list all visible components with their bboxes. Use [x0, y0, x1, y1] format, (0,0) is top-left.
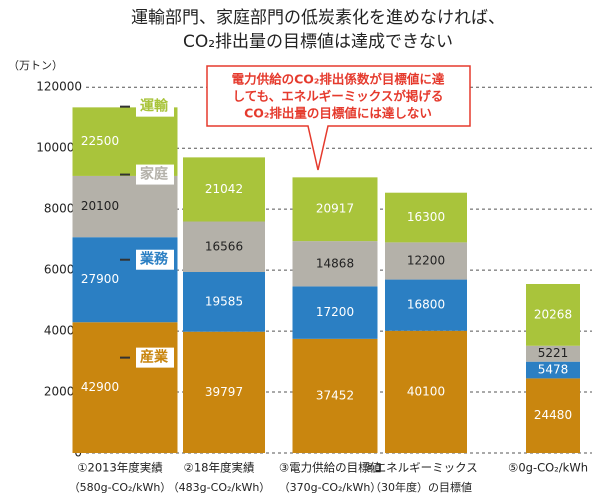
annotation-box [206, 65, 471, 171]
bar-segment [292, 241, 378, 287]
legend-label-bg [136, 249, 174, 270]
data-label: 22500 [81, 134, 119, 148]
data-label: 19585 [205, 294, 243, 308]
bars: 42900 27900 20100 22500 ①2013年度実績 （580g-CO₂/k… [69, 107, 588, 494]
data-label: 39797 [205, 385, 243, 399]
bar-segment [526, 361, 580, 379]
chart-title: CO₂排出量の目標値は達成できない [183, 32, 453, 52]
x-tick-note: （580g-CO₂/kWh） [69, 481, 172, 494]
data-label: 16300 [407, 210, 445, 224]
bar-segment [526, 345, 580, 362]
bar-segment [72, 175, 178, 238]
x-tick-label: ⑤0g-CO₂/kWh [508, 461, 588, 475]
annotation-text: しても、エネルギーミックスが掲げる [233, 89, 444, 104]
legend-label-bg [136, 164, 174, 185]
x-tick-label: ④エネルギーミックス [364, 461, 477, 475]
bar-segment [292, 177, 378, 242]
y-tick-label: 20000 [44, 385, 82, 399]
data-label: 5478 [538, 363, 569, 377]
x-tick-label: ②18年度実績 [184, 461, 255, 475]
bar-segment [292, 286, 378, 339]
data-label: 20268 [534, 307, 572, 321]
data-label: 42900 [81, 380, 119, 394]
legend-label: 業務 [139, 251, 169, 268]
data-label: 21042 [205, 182, 243, 196]
bar-segment [72, 107, 178, 176]
annotation-text: 電力供給のCO₂排出係数が目標値に達 [232, 72, 445, 87]
grid: 020000400006000080000100000120000 [36, 80, 592, 460]
bar-segment [526, 378, 580, 453]
data-label: 12200 [407, 253, 445, 267]
bar-segment [385, 279, 467, 331]
y-tick-label: 40000 [44, 324, 82, 338]
bar-segment [72, 322, 178, 453]
data-label: 40100 [407, 384, 445, 398]
data-label: 17200 [316, 305, 354, 319]
y-tick-label: 60000 [44, 263, 82, 277]
annotation: 電力供給のCO₂排出係数が目標値に達 しても、エネルギーミックスが掲げる CO₂… [206, 65, 471, 171]
x-tick-note: （483g-CO₂/kWh） [168, 481, 271, 494]
legend-label: 家庭 [140, 166, 169, 183]
legend-label: 産業 [140, 349, 169, 366]
x-tick-note: （370g-CO₂/kWh） [279, 481, 382, 494]
bar-segment [183, 221, 265, 273]
data-label: 16566 [205, 239, 243, 253]
bar-segment [385, 330, 467, 453]
x-tick-label: ①2013年度実績 [77, 461, 163, 475]
legend-label-bg [136, 347, 174, 368]
y-tick-label: 100000 [36, 141, 82, 155]
data-label: 20917 [316, 202, 354, 216]
chart-title: 運輸部門、家庭部門の低炭素化を進めなければ、 [131, 8, 505, 28]
data-label: 16800 [407, 298, 445, 312]
bar-segment [292, 338, 378, 453]
data-label: 37452 [316, 388, 354, 402]
bar-segment [183, 157, 265, 222]
bar-segment [183, 331, 265, 453]
data-label: 14868 [316, 256, 354, 270]
data-label: 5221 [538, 346, 569, 360]
bar-segment [385, 192, 467, 243]
data-label: 27900 [81, 272, 119, 286]
x-tick-note: （30年度）の目標値 [370, 480, 472, 494]
data-label: 24480 [534, 408, 572, 422]
bar-segment [526, 283, 580, 346]
y-tick-label: 80000 [44, 202, 82, 216]
data-label: 20100 [81, 199, 119, 213]
bar-segment [385, 242, 467, 280]
y-axis-label: （万トン） [8, 59, 63, 72]
bar-segment [183, 272, 265, 332]
legend-label: 運輸 [140, 98, 169, 115]
annotation-text: CO₂排出量の目標値には達しない [244, 106, 432, 121]
x-tick-label: ③電力供給の目標値 [279, 461, 382, 475]
legend-label-bg [136, 96, 174, 117]
y-tick-label: 120000 [36, 80, 82, 94]
